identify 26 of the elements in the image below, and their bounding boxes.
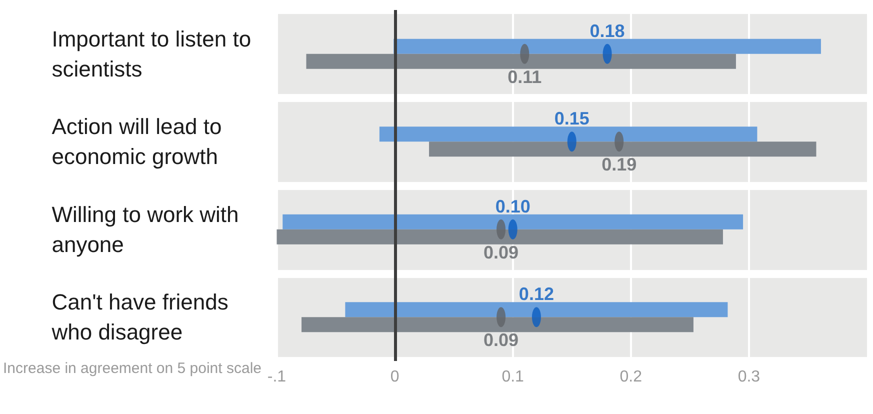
x-tick-label: 0 <box>390 368 400 386</box>
x-axis-title: Increase in agreement on 5 point scale <box>3 360 262 377</box>
y-tick-label: Action will lead to economic growth <box>52 114 228 170</box>
bar <box>345 302 728 318</box>
y-tick-label: Can't have friends who disagree <box>50 290 234 345</box>
data-label: 0.19 <box>602 154 637 175</box>
bar <box>306 54 736 69</box>
bar <box>276 229 723 244</box>
data-label: 0.15 <box>554 108 590 129</box>
bar <box>429 142 816 157</box>
data-label: 0.09 <box>484 330 519 350</box>
bar <box>282 214 744 230</box>
data-label: 0.11 <box>508 66 542 87</box>
bar <box>302 317 694 332</box>
data-label: 0.09 <box>484 242 519 262</box>
data-label: 0.10 <box>495 196 530 216</box>
data-label: 0.18 <box>590 20 625 41</box>
x-tick-label: 0.3 <box>738 368 760 386</box>
y-tick-label: Important to listen to scientists <box>52 26 258 82</box>
bar <box>394 38 821 54</box>
y-tick-label: Willing to work with anyone <box>52 202 245 257</box>
x-tick-label: -.1 <box>267 368 286 386</box>
x-tick-label: 0.1 <box>502 368 524 386</box>
bar <box>379 126 758 142</box>
data-label: 0.12 <box>518 284 554 304</box>
x-tick-label: 0.2 <box>620 368 642 386</box>
